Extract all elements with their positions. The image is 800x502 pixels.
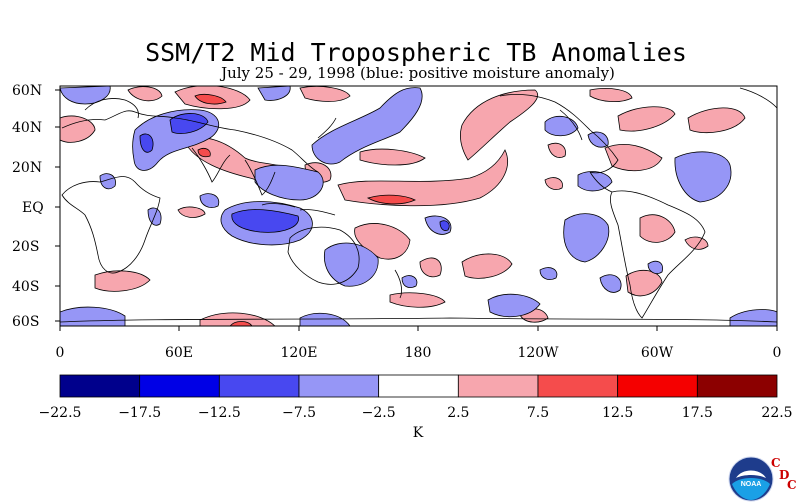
lon-label-60e: 60E [165, 345, 193, 361]
lat-label-20n: 20N [12, 160, 42, 176]
positive-anomaly-region [389, 292, 446, 308]
positive-anomaly-region [684, 236, 709, 250]
colorbar-swatch [617, 374, 698, 398]
colorbar-swatch [59, 374, 141, 398]
positive-anomaly-region [197, 148, 211, 158]
cdc-letter-d: D [779, 468, 790, 482]
negative-anomaly-region [544, 115, 579, 137]
negative-anomaly-region [577, 171, 613, 192]
negative-anomaly-region [401, 275, 418, 288]
colorbar-tick-label: 12.5 [602, 405, 633, 421]
colorbar-unit: K [413, 425, 424, 441]
negative-anomaly-region [563, 213, 610, 263]
positive-anomaly-region [589, 88, 633, 102]
negative-anomaly-region [299, 312, 351, 326]
positive-anomaly-region [177, 206, 206, 218]
negative-anomaly-region [311, 87, 423, 165]
negative-anomaly-region [139, 133, 154, 153]
colorbar-tick-label: 2.5 [447, 405, 469, 421]
positive-anomaly-region [544, 177, 563, 190]
cdc-letter-c1: C [771, 456, 781, 470]
lon-label-60w: 60W [641, 345, 674, 361]
lat-label-40n: 40N [12, 120, 42, 136]
positive-anomaly-region [194, 94, 227, 105]
positive-anomaly-region [337, 149, 508, 207]
negative-anomaly-region [231, 209, 299, 233]
colorbar-swatch [378, 374, 459, 398]
logo-wordmark: NOAA [741, 481, 762, 488]
positive-anomaly-region [460, 89, 538, 161]
colorbar-swatch [139, 374, 220, 398]
lat-label-20s: 20S [12, 239, 39, 255]
positive-anomaly-region [547, 142, 566, 158]
cdc-letter-c2: C [787, 478, 797, 492]
lat-label-eq: EQ [22, 200, 44, 216]
positive-anomaly-region [604, 144, 663, 172]
colorbar-swatch [298, 374, 380, 398]
colorbar-swatch [537, 374, 619, 398]
colorbar-swatch [696, 374, 778, 398]
positive-anomaly-region [419, 257, 442, 278]
positive-anomaly-region [461, 253, 513, 279]
negative-anomaly-region [439, 220, 450, 231]
negative-anomaly-region [99, 173, 116, 190]
map-subtitle: July 25 - 29, 1998 (blue: positive moist… [221, 64, 615, 82]
negative-anomaly-region [323, 242, 379, 287]
colorbar-tick-label: −2.5 [362, 405, 396, 421]
positive-anomaly-region [94, 270, 151, 292]
positive-anomaly-region [127, 86, 163, 102]
map-title: SSM/T2 Mid Tropospheric TB Anomalies [145, 38, 687, 67]
negative-anomaly-region [647, 260, 663, 274]
lon-label-180: 180 [405, 345, 432, 361]
lat-label-60n: 60N [12, 83, 42, 99]
positive-anomaly-region [639, 214, 676, 243]
colorbar-tick-label: −17.5 [118, 405, 161, 421]
lon-label-0-east: 0 [773, 345, 782, 361]
colorbar-tick-label: −12.5 [198, 405, 241, 421]
colorbar-swatch [218, 374, 300, 398]
positive-anomaly-region [366, 194, 416, 205]
negative-anomaly-region [60, 86, 111, 105]
noaa-logo: NOAA [728, 456, 774, 502]
positive-anomaly-region [687, 107, 746, 134]
negative-anomaly-region [487, 293, 541, 318]
negative-anomaly-region [254, 164, 324, 201]
negative-anomaly-region [729, 309, 777, 326]
lon-label-120e: 120E [281, 345, 318, 361]
lon-label-0: 0 [56, 345, 65, 361]
negative-anomaly-region [199, 193, 220, 208]
colorbar: −22.5 −17.5 −12.5 −7.5 −2.5 2.5 7.5 12.5 17.5 22.… [39, 374, 793, 421]
negative-anomaly-region [674, 151, 732, 203]
coastlines [60, 87, 777, 323]
colorbar-tick-label: 7.5 [527, 405, 549, 421]
positive-anomaly-region [299, 86, 351, 102]
colorbar-tick-label: 22.5 [761, 405, 792, 421]
lon-label-120w: 120W [517, 345, 559, 361]
longitude-axis: 0 60E 120E 180 120W 60W 0 [56, 326, 782, 361]
negative-anomaly-region [599, 274, 622, 293]
lat-label-40s: 40S [12, 279, 39, 295]
negative-anomaly-region [539, 267, 558, 280]
positive-anomaly-region [625, 269, 663, 297]
colorbar-tick-label: −22.5 [39, 405, 82, 421]
colorbar-tick-label: −7.5 [282, 405, 316, 421]
positive-anomaly-region [359, 148, 426, 166]
positive-anomaly-region [60, 115, 96, 143]
colorbar-tick-label: 17.5 [682, 405, 713, 421]
negative-anomaly-region [587, 131, 609, 148]
positive-anomaly-region [617, 106, 676, 132]
colorbar-swatch [457, 374, 539, 398]
latitude-axis: 60N 40N 20N EQ 20S 40S 60S [12, 83, 60, 330]
lat-label-60s: 60S [12, 314, 39, 330]
anomaly-field [60, 86, 777, 326]
